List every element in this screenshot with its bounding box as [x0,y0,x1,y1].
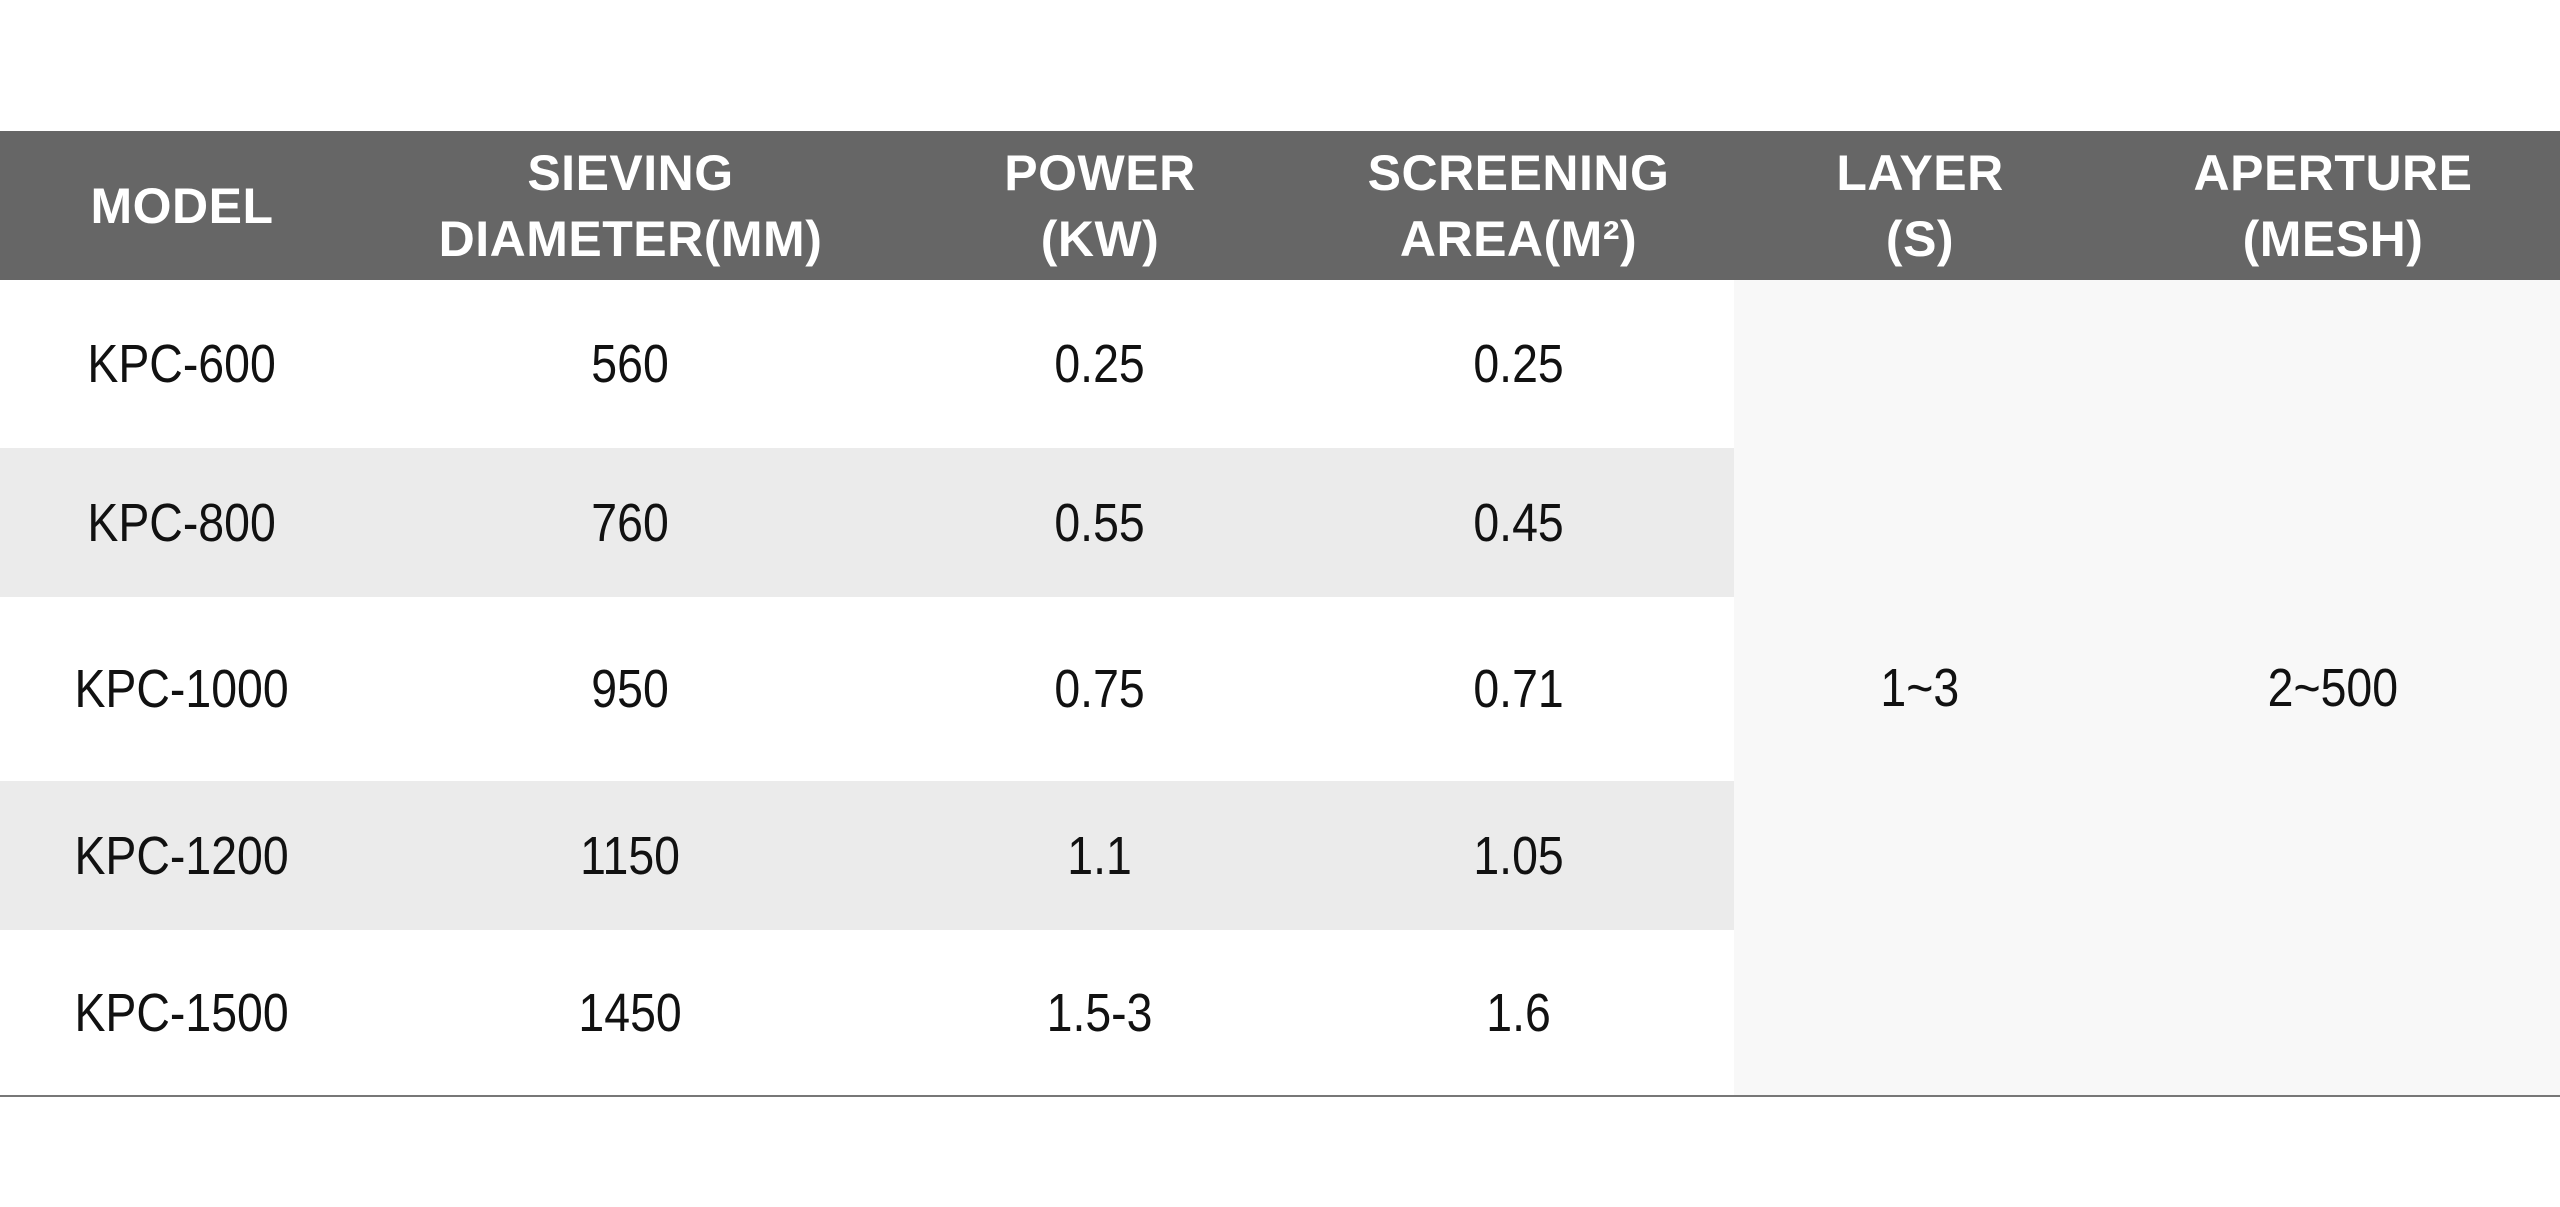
cell-power-text: 1.1 [1067,825,1133,886]
cell-power: 0.75 [897,597,1303,781]
cell-area-text: 1.05 [1473,825,1564,886]
cell-diameter: 560 [364,280,897,448]
cell-model-text: KPC-1200 [74,825,290,886]
cell-area: 1.05 [1303,781,1734,930]
cell-model-text: KPC-1500 [74,982,290,1043]
cell-area-text: 0.71 [1473,659,1564,719]
cell-diameter-text: 760 [591,492,670,553]
cell-power: 0.55 [897,448,1303,597]
header-screening-area-line1: SCREENING [1367,144,1670,201]
specifications-table: MODEL SIEVING DIAMETER(MM) POWER (KW) SC… [0,131,2560,1095]
cell-aperture-merged: 2~500 [2106,280,2560,1095]
table-header: MODEL SIEVING DIAMETER(MM) POWER (KW) SC… [0,131,2560,280]
cell-diameter-text: 950 [591,659,670,719]
cell-power-text: 0.75 [1054,659,1146,719]
cell-model-text: KPC-1000 [74,659,290,719]
header-power-line2: (KW) [1040,210,1160,267]
cell-model: KPC-800 [0,448,364,597]
cell-model-text: KPC-600 [87,334,277,394]
cell-model-text: KPC-800 [87,492,277,553]
cell-power: 0.25 [897,280,1303,448]
table-row: KPC-600 560 0.25 0.25 1~3 2~500 [0,280,2560,1095]
header-aperture-line2: (MESH) [2242,210,2424,267]
cell-diameter: 1150 [364,781,897,930]
header-row: MODEL SIEVING DIAMETER(MM) POWER (KW) SC… [0,131,2560,280]
header-screening-area-line2: AREA(M²) [1399,210,1638,267]
cell-power: 1.1 [897,781,1303,930]
cell-diameter: 760 [364,448,897,597]
cell-layer-text: 1~3 [1880,657,1960,718]
header-model: MODEL [0,131,364,280]
cell-area: 0.71 [1303,597,1734,781]
header-layer: LAYER (S) [1734,131,2106,280]
cell-layer-merged: 1~3 [1734,280,2106,1095]
bottom-divider [0,1095,2560,1097]
cell-area: 0.45 [1303,448,1734,597]
header-layer-line2: (S) [1885,210,1955,267]
header-screening-area: SCREENING AREA(M²) [1303,131,1734,280]
table-body: KPC-600 560 0.25 0.25 1~3 2~500 KPC-800 … [0,280,2560,1095]
cell-power-text: 1.5-3 [1047,982,1153,1043]
cell-diameter: 950 [364,597,897,781]
cell-model: KPC-1200 [0,781,364,930]
cell-power-text: 0.55 [1054,492,1146,553]
cell-area-text: 1.6 [1486,982,1551,1043]
cell-diameter-text: 1450 [578,982,683,1043]
header-aperture-line1: APERTURE [2193,144,2473,201]
header-aperture: APERTURE (MESH) [2106,131,2560,280]
header-sieving-diameter-line1: SIEVING [527,144,734,201]
cell-diameter-text: 1150 [580,825,681,886]
cell-diameter-text: 560 [591,334,670,394]
cell-power: 1.5-3 [897,930,1303,1095]
header-sieving-diameter: SIEVING DIAMETER(MM) [364,131,897,280]
cell-model: KPC-1000 [0,597,364,781]
cell-area-text: 0.25 [1473,334,1564,394]
cell-area: 1.6 [1303,930,1734,1095]
header-model-label: MODEL [90,177,274,234]
cell-diameter: 1450 [364,930,897,1095]
cell-aperture-text: 2~500 [2267,657,2399,718]
cell-area-text: 0.45 [1473,492,1564,553]
header-sieving-diameter-line2: DIAMETER(MM) [438,210,823,267]
header-power-line1: POWER [1004,144,1196,201]
header-power: POWER (KW) [897,131,1303,280]
cell-area: 0.25 [1303,280,1734,448]
cell-model: KPC-1500 [0,930,364,1095]
header-layer-line1: LAYER [1836,144,2004,201]
cell-model: KPC-600 [0,280,364,448]
cell-power-text: 0.25 [1054,334,1146,394]
